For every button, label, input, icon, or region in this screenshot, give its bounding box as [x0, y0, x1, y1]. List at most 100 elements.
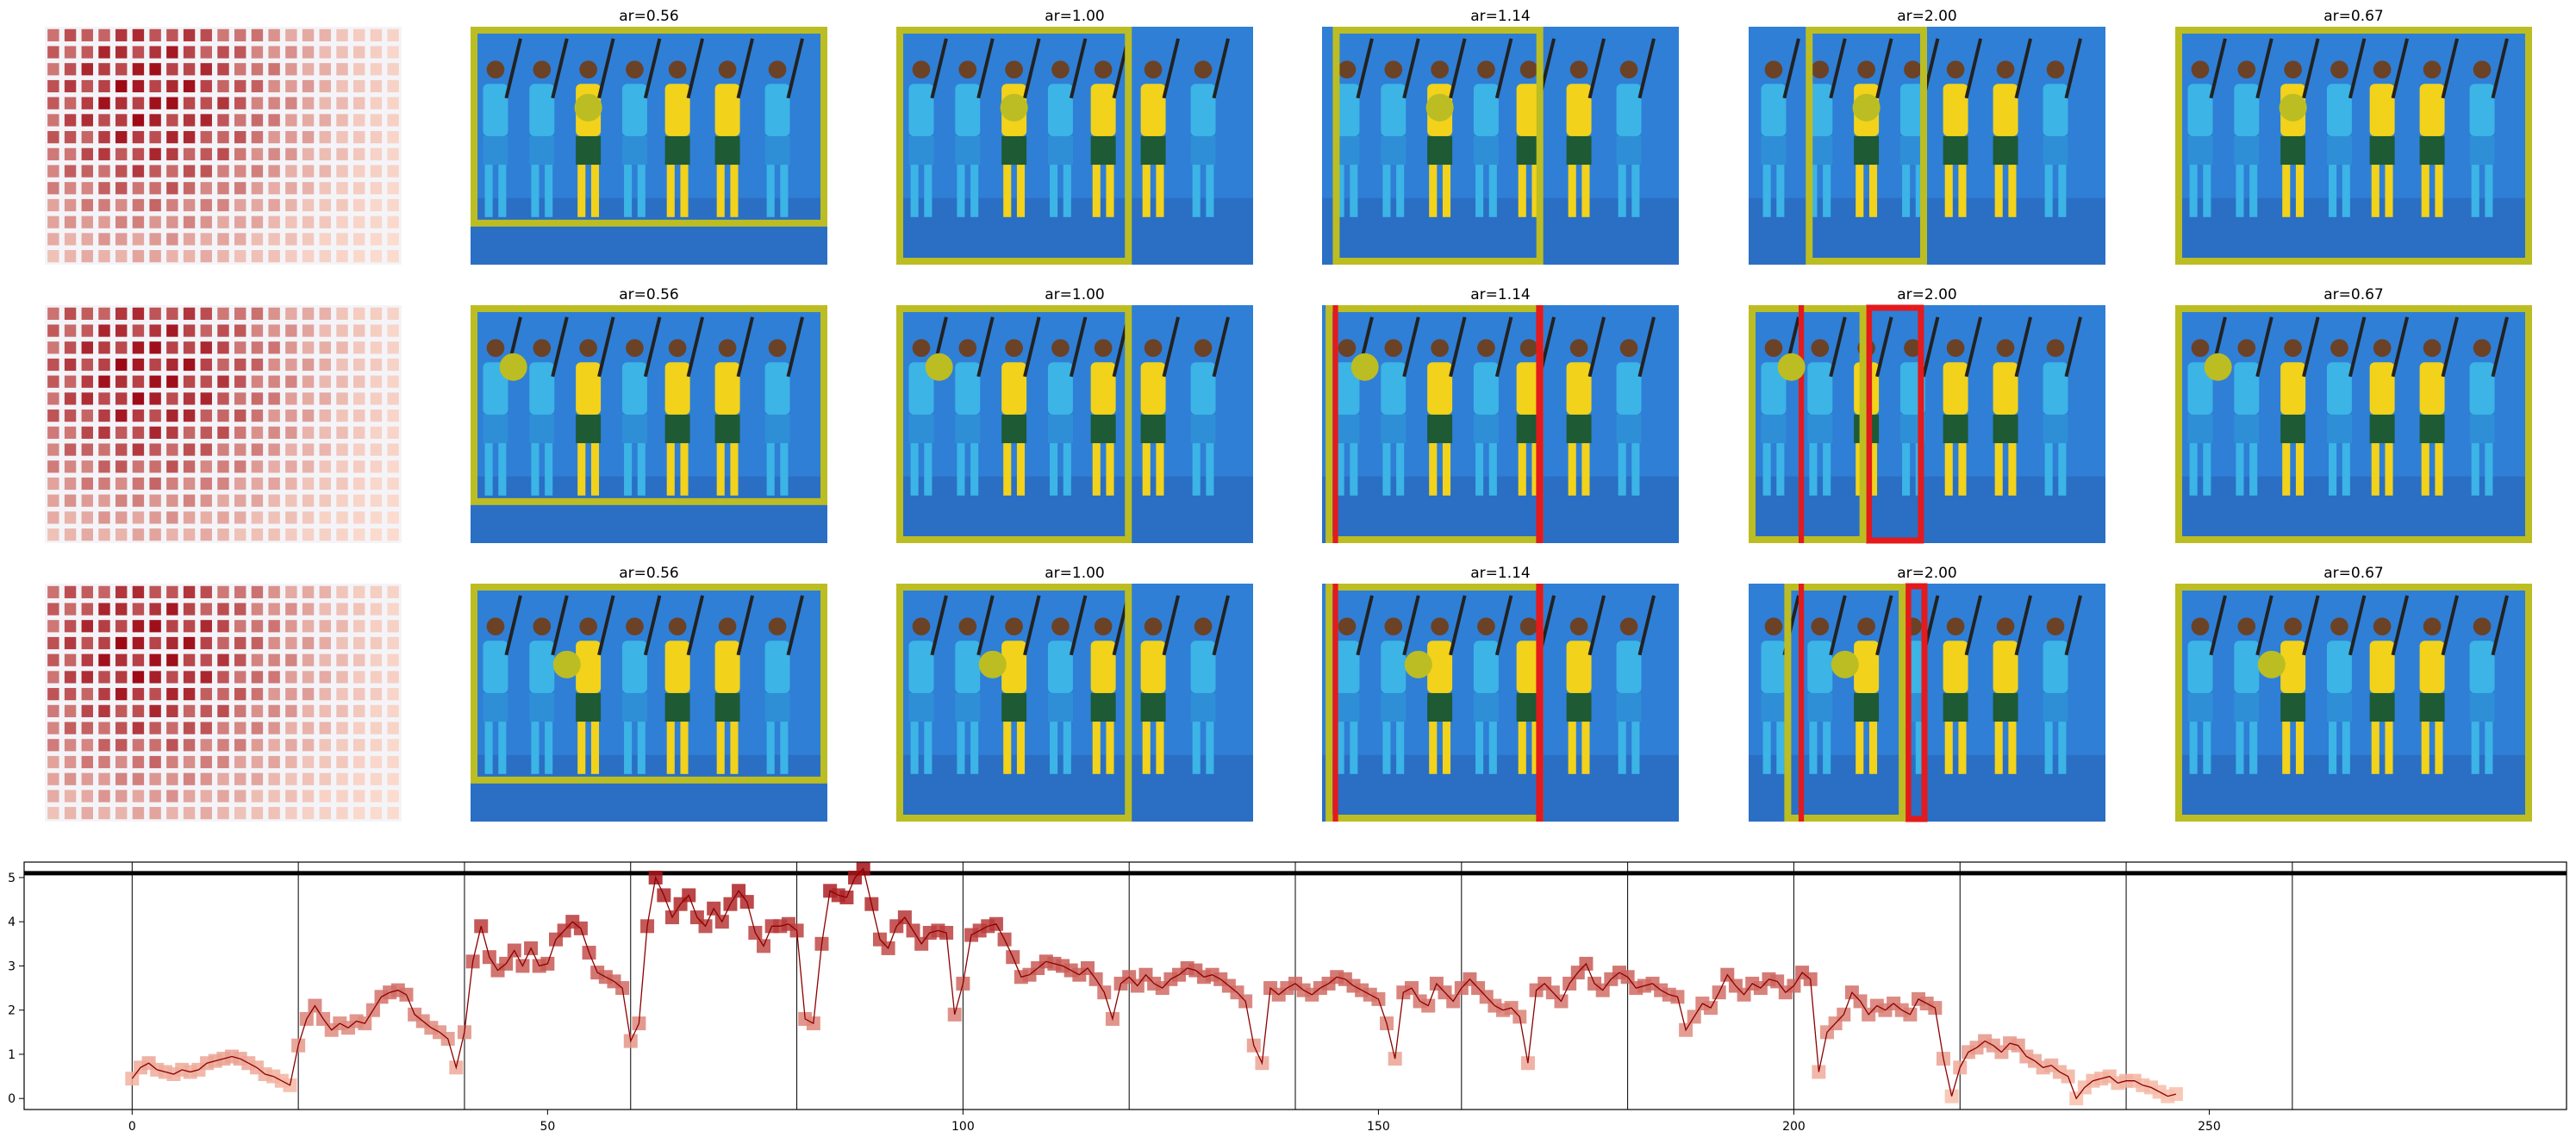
heatmap-cell	[81, 28, 93, 41]
heatmap-cell	[81, 653, 93, 666]
player-leg	[924, 443, 932, 496]
player-head	[2423, 617, 2442, 636]
heatmap-cell	[47, 807, 59, 820]
player-shorts	[664, 692, 690, 722]
heatmap-cell	[217, 216, 229, 228]
heatmap-cell	[336, 739, 348, 752]
player-head	[1519, 339, 1538, 358]
heatmap-cell	[132, 603, 145, 616]
heatmap-cell	[251, 528, 264, 541]
heatmap-cell	[336, 216, 348, 228]
hockey-stick	[976, 316, 995, 378]
heatmap-cell	[149, 460, 161, 473]
heatmap-cell	[353, 585, 365, 598]
heatmap-cell	[149, 620, 161, 633]
heatmap-cell	[200, 250, 212, 263]
player-shorts	[1140, 414, 1166, 444]
heatmap-background	[45, 27, 402, 265]
player-leg	[1206, 443, 1214, 496]
heatmap-cell	[285, 477, 297, 491]
heatmap-cell	[64, 755, 77, 769]
x-tick-label: 100	[951, 1120, 975, 1134]
heatmap-cell	[132, 307, 145, 320]
heatmap-cell	[64, 636, 77, 650]
player-head	[718, 339, 737, 358]
heatmap-cell	[302, 688, 315, 701]
heatmap-cell	[285, 409, 297, 422]
player-leg	[2282, 722, 2291, 774]
heatmap-cell	[234, 722, 246, 735]
player-shorts	[764, 414, 790, 444]
heatmap-cell	[64, 198, 77, 212]
player-jersey	[764, 641, 790, 693]
player-head	[718, 60, 737, 79]
heatmap-cell	[353, 653, 365, 666]
heatmap-cell	[251, 636, 264, 650]
player-shorts	[1190, 414, 1216, 444]
heatmap-cell	[200, 722, 212, 735]
heatmap-cell	[302, 528, 315, 541]
heatmap-cell	[98, 477, 110, 491]
player-shorts	[1616, 414, 1642, 444]
heatmap-cell	[200, 28, 212, 41]
heatmap-cell	[166, 443, 178, 456]
heatmap-cell	[149, 46, 161, 59]
heatmap-cell	[319, 147, 331, 160]
heatmap-cell	[200, 755, 212, 769]
heatmap-cell	[302, 755, 315, 769]
player-head	[2473, 617, 2492, 636]
heatmap-cell	[81, 307, 93, 320]
player-leg	[2385, 165, 2393, 217]
heatmap-cell	[285, 182, 297, 195]
heatmap-cell	[200, 409, 212, 422]
yellow-marker	[1350, 353, 1379, 381]
player-shorts	[2469, 414, 2495, 444]
heatmap-cell	[302, 97, 315, 109]
heatmap-cell	[234, 409, 246, 422]
heatmap-cell	[200, 216, 212, 228]
y-tick-label: 2	[8, 1004, 16, 1018]
heatmap-cell	[81, 477, 93, 491]
heatmap-cell	[251, 807, 264, 820]
photo	[896, 305, 1253, 543]
heatmap-cell	[319, 392, 331, 405]
heatmap-cell	[166, 233, 178, 246]
heatmap-cell	[336, 755, 348, 769]
hockey-stick	[1449, 595, 1467, 656]
heatmap-cell	[149, 704, 161, 717]
heatmap-cell	[234, 772, 246, 785]
hockey-stick	[2255, 595, 2273, 656]
heatmap-cell	[319, 409, 331, 422]
heatmap-cell	[370, 739, 383, 752]
panel-r1-c1	[45, 27, 402, 265]
heatmap-cell	[251, 182, 264, 195]
heatmap-cell	[98, 426, 110, 439]
player-leg	[2189, 165, 2198, 217]
heatmap-cell	[47, 46, 59, 59]
player-shorts	[908, 135, 934, 166]
red-box	[1905, 583, 1928, 822]
heatmap-cell	[285, 324, 297, 337]
overlay-r2-c6	[2175, 305, 2532, 543]
player-head	[1094, 339, 1113, 358]
panel-r3-c4: ar=1.14	[1322, 565, 1679, 822]
heatmap-cell	[387, 494, 399, 507]
player-leg	[2329, 165, 2337, 217]
player-head	[626, 339, 644, 358]
heatmap-cell	[319, 636, 331, 650]
player-leg	[1206, 165, 1214, 217]
heatmap-cell	[98, 233, 110, 246]
heatmap-cell	[183, 511, 196, 524]
heatmap-cell	[268, 307, 280, 320]
heatmap-cell	[370, 375, 383, 388]
heatmap-cell	[387, 79, 399, 93]
heatmap-cell	[319, 585, 331, 598]
heatmap-cell	[200, 358, 212, 372]
heatmap-cell	[336, 653, 348, 666]
heatmap-cell	[47, 772, 59, 785]
heatmap-cell	[115, 165, 128, 178]
player-shorts	[664, 414, 690, 444]
heatmap-cell	[217, 375, 229, 388]
player-shorts	[1381, 414, 1407, 444]
heatmap	[45, 305, 402, 543]
